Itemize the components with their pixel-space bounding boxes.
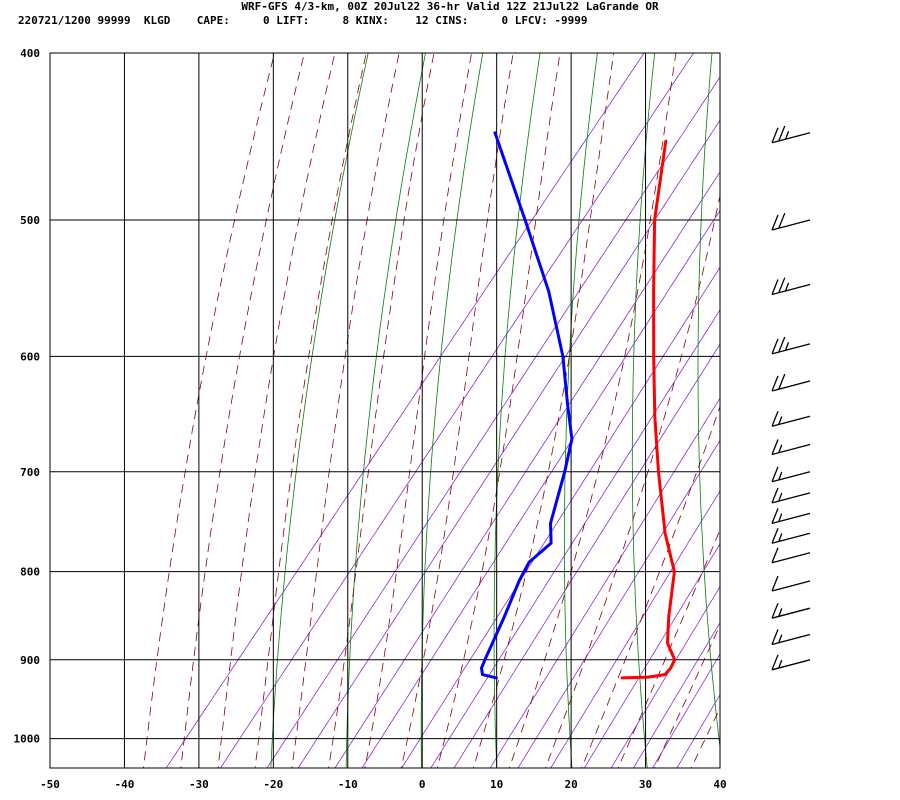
mixing-ratio-line: [220, 53, 695, 768]
dry-adiabat-line: [564, 53, 598, 768]
wind-barb: [771, 439, 811, 456]
dry-adiabat-line: [493, 53, 541, 768]
moist-adiabat-line: [254, 53, 367, 768]
wind-barb: [771, 602, 811, 619]
wind-barb: [771, 508, 811, 524]
temperature-tick-label: -50: [40, 778, 60, 791]
mixing-ratio-line: [583, 543, 720, 768]
mixing-ratio-line: [652, 653, 720, 768]
wind-barb: [771, 466, 811, 483]
pressure-tick-label: 900: [20, 654, 40, 667]
pressure-tick-label: 700: [20, 466, 40, 479]
pressure-tick-label: 400: [20, 47, 40, 60]
mixing-ratio-line: [430, 309, 720, 768]
moist-adiabat-line: [617, 529, 720, 768]
wind-barb: [771, 487, 811, 504]
dry-adiabat-line: [345, 53, 426, 768]
mixing-ratio-line: [297, 119, 720, 768]
wind-barb: [771, 125, 811, 144]
mixing-ratio-line: [550, 490, 720, 768]
dry-adiabat-line: [270, 53, 369, 768]
temperature-profile-line: [620, 139, 677, 680]
moist-adiabat-line: [328, 53, 435, 768]
wind-barb: [771, 629, 811, 646]
wind-barb: [771, 547, 811, 564]
mixing-ratio-line: [632, 621, 720, 768]
dewpoint-profile-line: [480, 131, 574, 680]
temperature-tick-label: -20: [263, 778, 283, 791]
wind-barb: [771, 277, 811, 296]
chart-title: WRF-GFS 4/3-km, 00Z 20Jul22 36-hr Valid …: [241, 0, 659, 13]
temperature-tick-label: -40: [115, 778, 135, 791]
moist-adiabat-line: [472, 53, 615, 768]
temperature-tick-label: 30: [639, 778, 652, 791]
moist-adiabat-line: [581, 405, 720, 768]
mixing-ratio-line: [334, 171, 720, 768]
moist-adiabat-line: [724, 15, 900, 776]
sounding-indices: 220721/1200 99999 KLGD CAPE: 0 LIFT: 8 K…: [18, 14, 588, 27]
mixing-ratio-line: [676, 693, 720, 768]
moist-adiabat-line: [143, 53, 276, 768]
mixing-ratio-line: [361, 209, 720, 768]
mixing-ratio-line: [489, 397, 720, 768]
dry-adiabat-line: [762, 15, 799, 776]
mixing-ratio-line: [453, 343, 720, 768]
dry-adiabat-line: [883, 15, 900, 776]
moist-adiabat-line: [545, 193, 720, 768]
mixing-ratio-line: [266, 76, 720, 768]
pressure-tick-label: 800: [20, 566, 40, 579]
moist-adiabat-line: [364, 53, 473, 768]
wind-barb: [771, 654, 811, 671]
dry-adiabat-line: [823, 15, 874, 776]
moist-adiabat-line: [436, 53, 561, 768]
mixing-ratio-line: [610, 585, 720, 768]
moist-adiabat-line: [400, 53, 514, 768]
moist-adiabat-line: [291, 53, 400, 768]
dry-adiabat-line: [420, 53, 484, 768]
wind-barb: [771, 336, 811, 355]
pressure-tick-label: 1000: [14, 733, 41, 746]
pressure-tick-label: 500: [20, 214, 40, 227]
moist-adiabat-line: [180, 53, 305, 768]
plot-frame: [49, 52, 721, 769]
wind-barb: [771, 528, 811, 544]
pressure-tick-label: 600: [20, 350, 40, 363]
dry-adiabat-line: [631, 53, 656, 768]
temperature-tick-label: -10: [338, 778, 358, 791]
temperature-tick-label: -30: [189, 778, 209, 791]
mixing-ratio-line: [401, 266, 720, 768]
wind-barb: [771, 575, 811, 592]
temperature-tick-label: 40: [713, 778, 726, 791]
dry-adiabat-line: [697, 53, 720, 751]
temperature-tick-label: 0: [419, 778, 426, 791]
wind-barb: [771, 411, 811, 427]
wind-barb: [771, 212, 811, 231]
wind-barb: [771, 373, 811, 392]
temperature-tick-label: 20: [564, 778, 577, 791]
moist-adiabat-line: [508, 53, 677, 768]
temperature-tick-label: 10: [490, 778, 503, 791]
moist-adiabat-line: [217, 53, 336, 768]
moist-adiabat-line: [654, 624, 720, 768]
mixing-ratio-line: [165, 53, 645, 768]
